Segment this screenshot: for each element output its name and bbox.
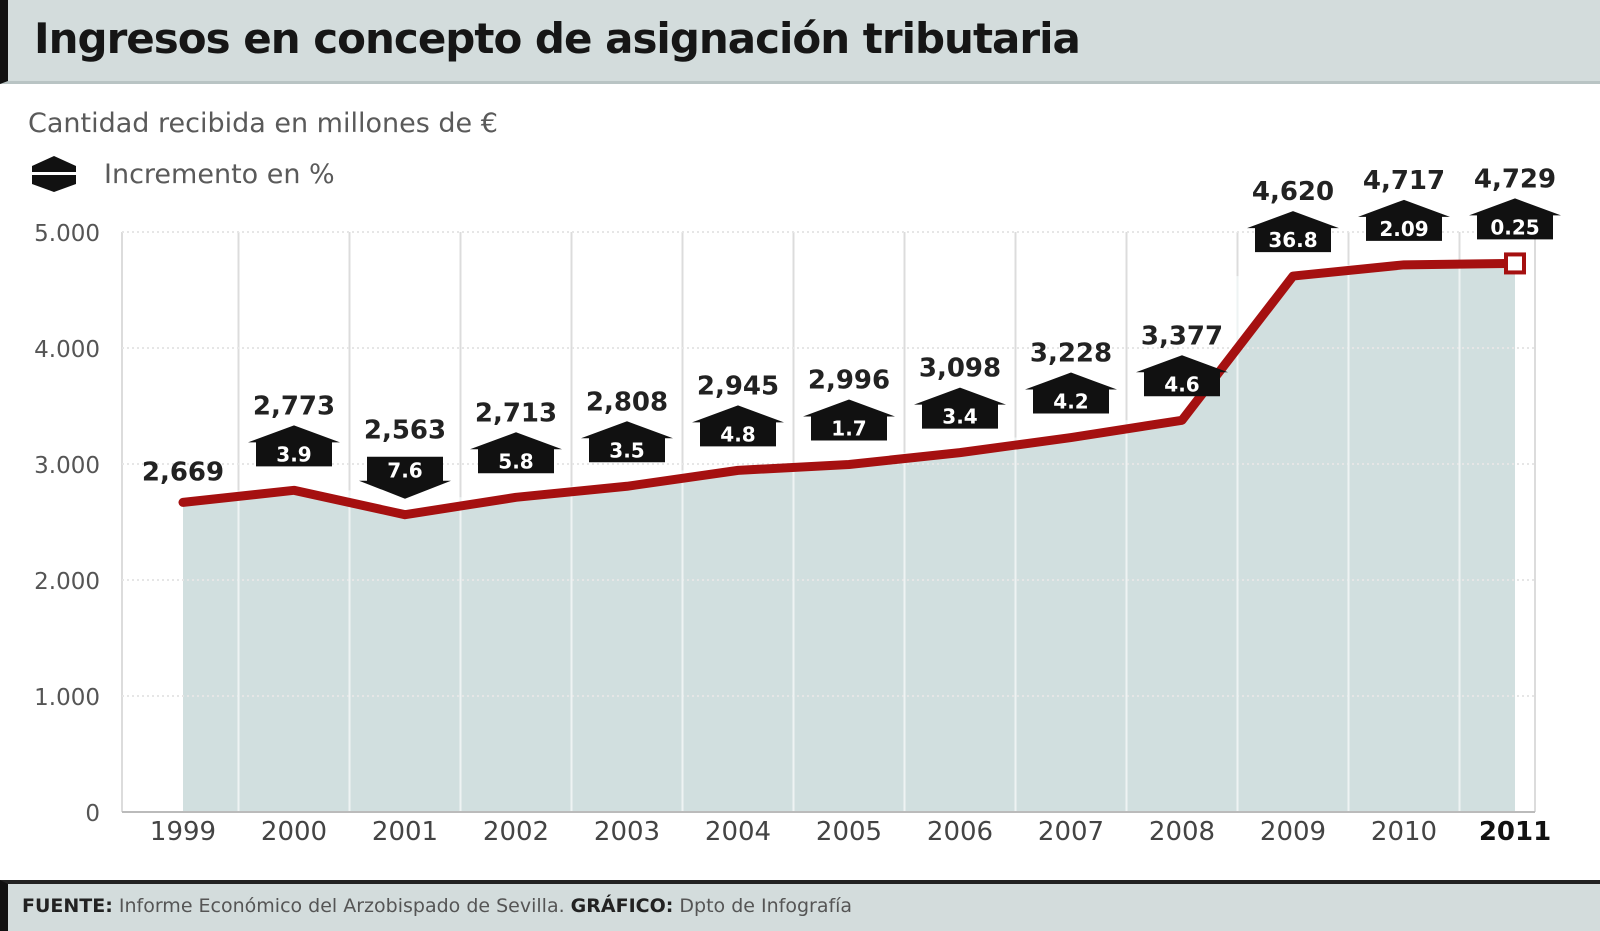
x-tick-label: 2001 (372, 817, 438, 847)
increment-badge-shape (581, 421, 673, 463)
series-line (178, 258, 1520, 520)
x-tick-label: 2007 (1038, 817, 1104, 847)
increment-label: 36.8 (1268, 228, 1317, 252)
increment-label: 5.8 (498, 449, 533, 473)
increment-badge: 5.8 (470, 432, 562, 474)
y-tick-label: 5.000 (34, 221, 100, 247)
increment-badge-shape (470, 432, 562, 474)
x-tick-label: 2004 (705, 817, 771, 847)
increment-badge-shape (248, 425, 340, 467)
data-value-label: 2,713 (475, 398, 557, 428)
increment-label: 3.4 (942, 405, 977, 429)
increment-label: 0.25 (1490, 215, 1539, 239)
data-value-label: 3,377 (1141, 321, 1223, 351)
legend: Incremento en % (30, 152, 335, 196)
increment-badge: 4.2 (1025, 372, 1117, 414)
increment-label: 4.2 (1053, 390, 1088, 414)
data-value-label: 4,717 (1363, 166, 1445, 196)
increment-label: 1.7 (831, 416, 866, 440)
data-value-label: 2,563 (364, 416, 446, 446)
increment-label: 2.09 (1379, 217, 1428, 241)
footer-source-label: FUENTE: (22, 895, 113, 917)
data-value-label: 4,620 (1252, 177, 1334, 207)
x-tick-label: 2002 (483, 817, 549, 847)
data-value-label: 3,228 (1030, 339, 1112, 369)
increment-label: 3.5 (609, 438, 644, 462)
increment-label: 4.8 (720, 422, 755, 446)
x-tick-label: 2005 (816, 817, 882, 847)
increment-badge: 2.09 (1358, 199, 1450, 241)
increment-badge-icon (32, 156, 76, 192)
x-tick-label: 1999 (150, 817, 216, 847)
data-value-label: 2,808 (586, 387, 668, 417)
x-tick-label: 2011 (1479, 817, 1551, 847)
increment-badge-shape (803, 399, 895, 441)
increment-badge-shape (359, 456, 451, 499)
y-tick-label: 1.000 (34, 685, 100, 711)
increment-badge: 3.5 (581, 421, 673, 463)
increment-badge: 3.9 (248, 425, 340, 467)
y-tick-label: 3.000 (34, 453, 100, 479)
x-tick-label: 2008 (1149, 817, 1215, 847)
line-chart: 0 1.000 2.000 3.000 4.000 5.000 1999 2000 2001 20… (34, 164, 1561, 847)
y-tick-label: 2.000 (34, 569, 100, 595)
y-tick-label: 4.000 (34, 337, 100, 363)
legend-label: Incremento en % (104, 158, 335, 190)
data-value-label: 4,729 (1474, 164, 1556, 194)
data-value-label: 2,773 (253, 391, 335, 421)
footer-graphic-text: Dpto de Infografía (673, 895, 853, 917)
increment-badge: 0.25 (1469, 198, 1561, 240)
increment-badge: 7.6 (359, 456, 451, 499)
chart-header: Ingresos en concepto de asignación tribu… (0, 0, 1600, 84)
increment-label: 4.6 (1164, 372, 1199, 396)
increment-label: 3.9 (276, 442, 311, 466)
footer-source-text: Informe Económico del Arzobispado de Sev… (112, 895, 571, 917)
chart-footer: FUENTE: Informe Económico del Arzobispad… (0, 880, 1600, 931)
increment-badge: 36.8 (1247, 211, 1339, 253)
increment-badge-shape (1247, 211, 1339, 253)
x-tick-label: 2010 (1371, 817, 1437, 847)
area-fill (183, 263, 1515, 812)
x-tick-label: 2009 (1260, 817, 1326, 847)
data-value-label: 2,996 (808, 365, 890, 395)
x-tick-label: 2006 (927, 817, 993, 847)
increment-label: 7.6 (387, 459, 422, 483)
increment-badge-shape (692, 405, 784, 447)
increment-badge: 4.8 (692, 405, 784, 447)
chart-subtitle: Cantidad recibida en millones de € (28, 108, 498, 139)
increment-badge: 3.4 (914, 387, 1006, 429)
y-tick-label: 0 (85, 801, 100, 827)
increment-badge-shape (1136, 355, 1228, 397)
x-tick-label: 2003 (594, 817, 660, 847)
increment-badge-shape (1469, 198, 1561, 240)
increment-badge-shape (1358, 199, 1450, 241)
x-tick-label: 2000 (261, 817, 327, 847)
chart-title: Ingresos en concepto de asignación tribu… (34, 14, 1081, 63)
increment-badge: 1.7 (803, 399, 895, 441)
data-value-label: 2,669 (142, 457, 224, 487)
footer-graphic-label: GRÁFICO: (570, 895, 674, 917)
increment-badge: 4.6 (1136, 355, 1228, 397)
increment-badge-shape (914, 387, 1006, 429)
data-value-label: 3,098 (919, 354, 1001, 384)
last-point-marker (1504, 252, 1526, 275)
data-value-label: 2,945 (697, 371, 779, 401)
increment-badge-shape (1025, 372, 1117, 414)
